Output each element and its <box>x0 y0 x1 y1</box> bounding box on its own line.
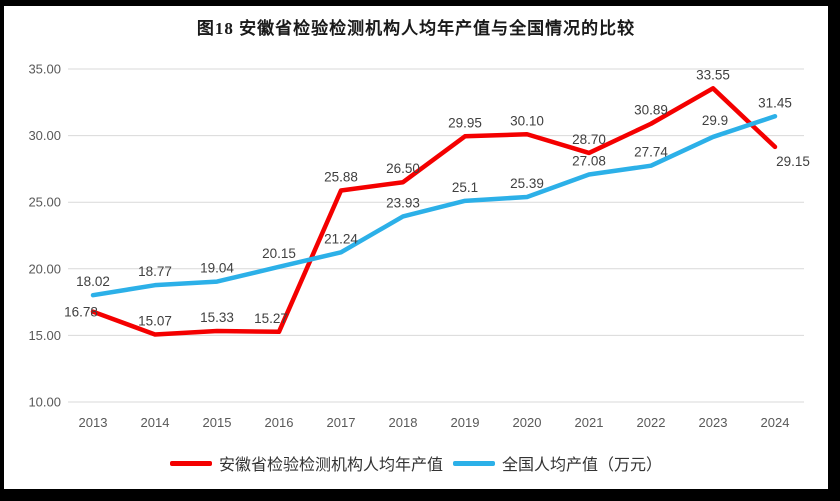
x-tick-label: 2016 <box>265 415 294 430</box>
data-label: 21.24 <box>324 231 358 246</box>
data-label: 23.93 <box>386 195 420 210</box>
data-label: 19.04 <box>200 261 234 276</box>
legend-item-anhui: 安徽省检验检测机构人均年产值 <box>169 451 443 475</box>
x-tick-label: 2022 <box>637 415 666 430</box>
y-tick-label: 30.00 <box>28 128 61 143</box>
y-tick-label: 10.00 <box>28 395 61 410</box>
y-tick-label: 25.00 <box>28 195 61 210</box>
data-label: 25.88 <box>324 169 358 184</box>
data-label: 29.15 <box>776 154 810 169</box>
x-tick-label: 2013 <box>79 415 108 430</box>
data-label: 26.50 <box>386 161 420 176</box>
x-tick-label: 2018 <box>389 415 418 430</box>
y-tick-label: 20.00 <box>28 261 61 276</box>
line-chart: 10.00 15.00 20.00 25.00 30.00 35.00 2013 2014 20… <box>28 62 810 431</box>
x-tick-label: 2019 <box>451 415 480 430</box>
y-tick-label: 35.00 <box>28 62 61 77</box>
data-label: 33.55 <box>696 67 730 82</box>
data-label: 31.45 <box>758 95 792 110</box>
data-label: 15.33 <box>200 310 234 325</box>
data-label: 29.9 <box>702 113 728 128</box>
data-label: 30.89 <box>634 103 668 118</box>
data-label: 25.1 <box>452 180 478 195</box>
x-tick-label: 2014 <box>141 415 170 430</box>
x-tick-label: 2020 <box>513 415 542 430</box>
y-tick-label: 15.00 <box>28 328 61 343</box>
x-tick-label: 2023 <box>699 415 728 430</box>
data-label: 27.08 <box>572 153 606 168</box>
data-label: 29.95 <box>448 115 482 130</box>
x-tick-label: 2015 <box>203 415 232 430</box>
series-line-1 <box>90 114 778 298</box>
data-label: 30.10 <box>510 113 544 128</box>
data-label: 27.74 <box>634 145 668 160</box>
series-line-0 <box>90 86 778 337</box>
data-label: 18.77 <box>138 264 172 279</box>
legend-label-national: 全国人均产值（万元） <box>502 457 663 474</box>
data-label: 20.15 <box>262 246 296 261</box>
x-tick-label: 2024 <box>761 415 790 430</box>
x-tick-label: 2017 <box>327 415 356 430</box>
data-label: 25.39 <box>510 176 544 191</box>
x-tick-label: 2021 <box>575 415 604 430</box>
legend-line-swatch-national <box>453 460 495 466</box>
data-label: 18.02 <box>76 274 110 289</box>
data-label: 16.78 <box>64 305 98 320</box>
legend-line-swatch-anhui <box>169 460 212 466</box>
data-label: 28.70 <box>572 132 606 147</box>
legend: 安徽省检验检测机构人均年产值 全国人均产值（万元） <box>4 451 828 475</box>
legend-item-national: 全国人均产值（万元） <box>453 451 662 475</box>
chart-title: 图18 安徽省检验检测机构人均年产值与全国情况的比较 <box>196 19 636 38</box>
data-label: 15.07 <box>138 313 172 328</box>
data-label: 15.27 <box>254 311 288 326</box>
legend-label-anhui: 安徽省检验检测机构人均年产值 <box>218 457 443 474</box>
